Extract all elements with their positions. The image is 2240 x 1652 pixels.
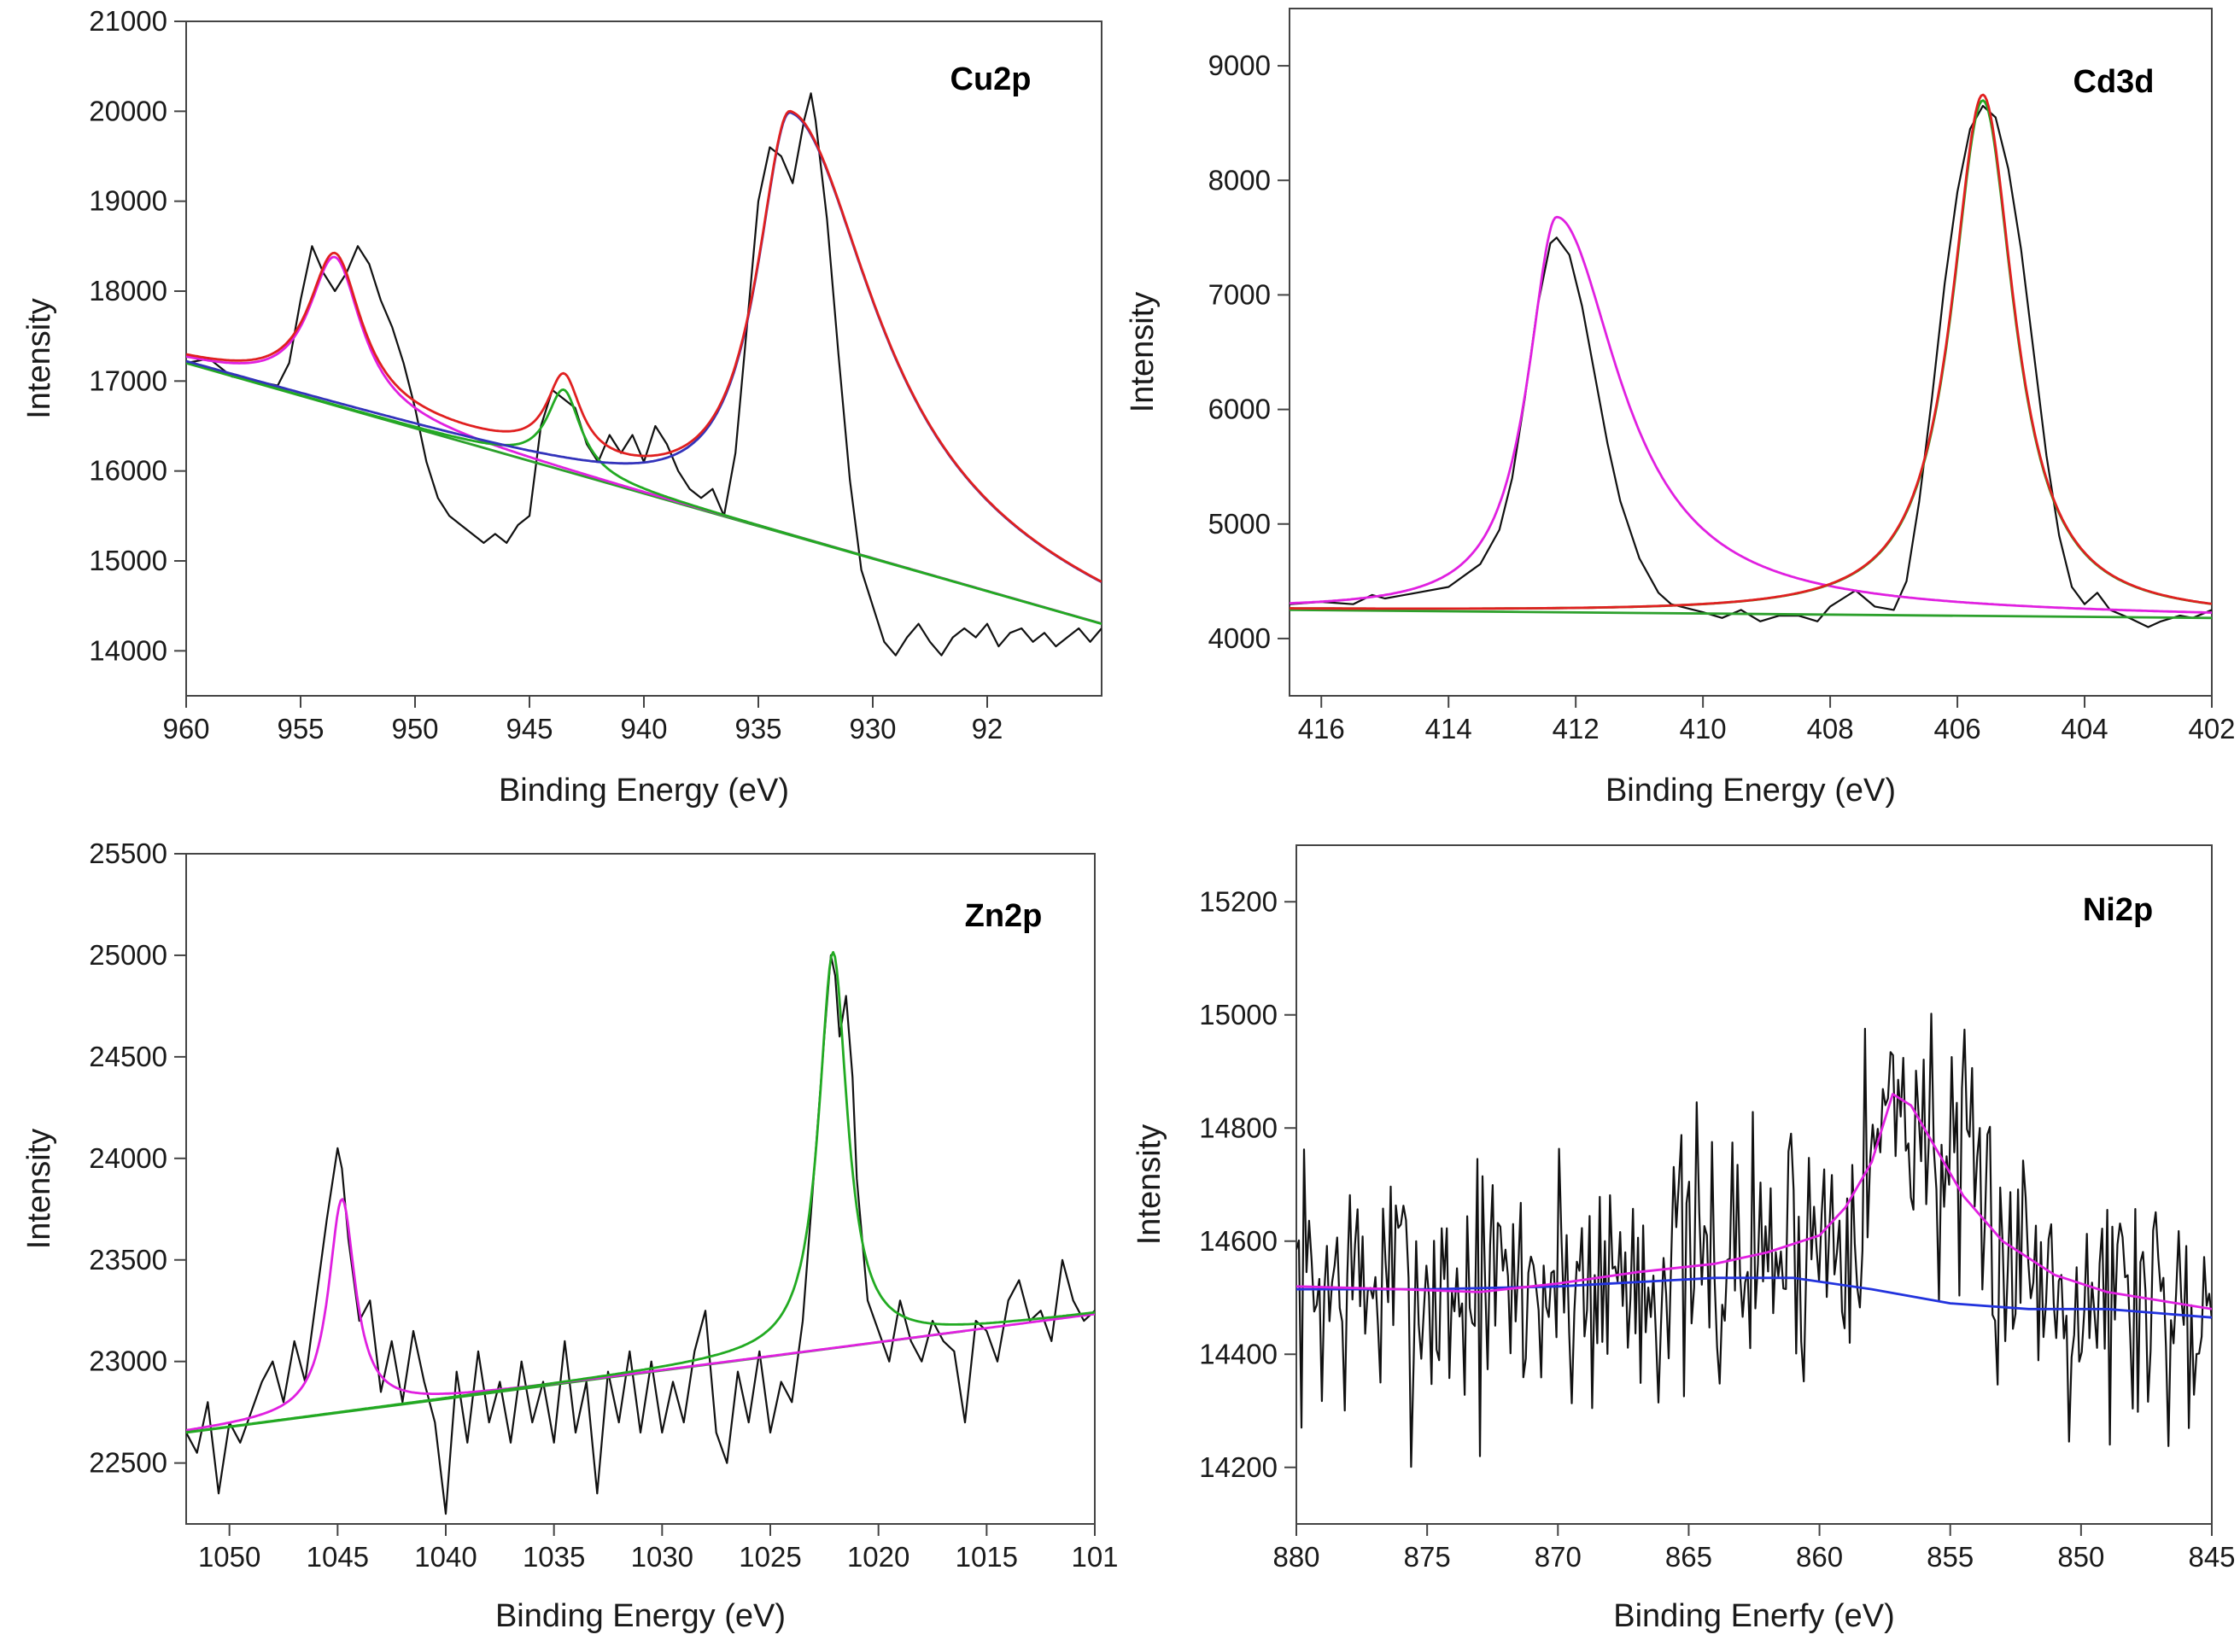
x-tick-label: 1045: [307, 1541, 369, 1573]
x-axis-label: Binding Enerfy (eV): [1613, 1598, 1895, 1634]
x-tick-label: 845: [2188, 1541, 2235, 1573]
x-tick-label: 870: [1535, 1541, 1582, 1573]
y-tick-label: 25000: [89, 939, 167, 971]
y-tick-label: 14000: [89, 634, 167, 666]
plot-frame: [1289, 8, 2213, 697]
x-tick-label: 1030: [631, 1541, 693, 1573]
x-tick-label: 1025: [739, 1541, 801, 1573]
series-line-raw-data: [1296, 1013, 2212, 1468]
x-tick-label: 412: [1553, 713, 1600, 744]
y-axis-label: Intensity: [1132, 1124, 1167, 1246]
series-line-zn2p3-2-fit: [186, 950, 1095, 1433]
x-tick-label: 92: [972, 713, 1003, 744]
x-tick-label: 414: [1425, 713, 1472, 744]
y-tick-label: 5000: [1208, 508, 1271, 540]
y-tick-label: 23000: [89, 1346, 167, 1377]
x-tick-label: 1015: [956, 1541, 1018, 1573]
y-tick-label: 16000: [89, 455, 167, 487]
series-line-raw-data: [1290, 104, 2212, 628]
y-tick-label: 17000: [89, 365, 167, 396]
y-axis-label: Intensity: [21, 1129, 57, 1250]
series-line-envelope: [1290, 93, 2212, 610]
y-tick-label: 14400: [1199, 1338, 1278, 1369]
x-tick-label: 880: [1272, 1541, 1319, 1573]
x-tick-label: 860: [1796, 1541, 1843, 1573]
y-tick-label: 19000: [89, 185, 167, 217]
panel-title: Cu2p: [950, 61, 1032, 97]
y-axis-label: Intensity: [1125, 292, 1161, 413]
x-tick-label: 945: [506, 713, 553, 744]
y-tick-label: 14800: [1199, 1112, 1278, 1143]
x-tick-label: 960: [162, 713, 209, 744]
series-line-cu2p3-2-fit: [186, 111, 1102, 584]
y-tick-label: 20000: [89, 95, 167, 126]
x-tick-label: 416: [1298, 713, 1345, 744]
plot-frame: [185, 853, 1096, 1525]
x-axis-label: Binding Energy (eV): [495, 1598, 786, 1634]
y-tick-label: 15000: [1199, 999, 1278, 1030]
series-line-raw-data: [186, 92, 1102, 657]
y-tick-label: 25500: [89, 838, 167, 869]
series-line-background: [1290, 609, 2212, 620]
y-tick-label: 7000: [1208, 278, 1271, 310]
plot-frame: [185, 20, 1102, 697]
x-tick-label: 855: [1927, 1541, 1974, 1573]
x-tick-label: 1050: [198, 1541, 260, 1573]
x-tick-label: 101: [1071, 1541, 1118, 1573]
y-axis-label: Intensity: [21, 298, 57, 419]
x-tick-label: 404: [2062, 713, 2108, 744]
x-tick-label: 402: [2188, 713, 2235, 744]
y-tick-label: 4000: [1208, 622, 1271, 654]
cd3d-panel: 416 414 412 410 408 406 404 402 4000 5000 6000 7000…: [1125, 8, 2236, 808]
y-tick-label: 14600: [1199, 1225, 1278, 1257]
y-tick-label: 15000: [89, 545, 167, 576]
series-line-zn2p1-2-fit: [186, 1198, 1095, 1432]
y-tick-label: 24500: [89, 1041, 167, 1072]
y-tick-label: 14200: [1199, 1451, 1278, 1483]
panel-title: Zn2p: [965, 898, 1043, 934]
x-tick-label: 850: [2057, 1541, 2104, 1573]
panel-title: Cd3d: [2073, 64, 2155, 100]
y-tick-label: 6000: [1208, 394, 1271, 425]
x-tick-label: 408: [1807, 713, 1854, 744]
y-tick-label: 18000: [89, 275, 167, 306]
x-tick-label: 1020: [847, 1541, 909, 1573]
x-tick-label: 935: [734, 713, 781, 744]
panel-title: Ni2p: [2083, 892, 2153, 928]
x-axis-label: Binding Energy (eV): [1605, 773, 1896, 808]
y-tick-label: 15200: [1199, 885, 1278, 917]
y-tick-label: 22500: [89, 1447, 167, 1479]
x-tick-label: 930: [849, 713, 896, 744]
y-tick-label: 8000: [1208, 164, 1271, 196]
x-tick-label: 955: [277, 713, 324, 744]
series-line-cd3d5-2-fit: [1290, 99, 2212, 610]
cu2p-panel: 960 955 950 945 940 935 930 92 14000 15000 16000 17…: [21, 5, 1102, 808]
x-tick-label: 1035: [523, 1541, 585, 1573]
plot-frame: [1295, 844, 2213, 1525]
x-tick-label: 1040: [414, 1541, 477, 1573]
x-tick-label: 875: [1404, 1541, 1451, 1573]
x-tick-label: 865: [1665, 1541, 1712, 1573]
x-tick-label: 410: [1680, 713, 1727, 744]
x-tick-label: 950: [391, 713, 438, 744]
y-tick-label: 24000: [89, 1142, 167, 1174]
series-line-ni2p-fit: [1296, 1093, 2212, 1311]
zn2p-panel: 1050 1045 1040 1035 1030 1025 1020 1015 101 22500…: [21, 838, 1119, 1634]
x-axis-label: Binding Energy (eV): [499, 773, 789, 808]
x-tick-label: 406: [1934, 713, 1981, 744]
series-line-satellite-fit: [186, 361, 1102, 625]
y-tick-label: 23500: [89, 1244, 167, 1275]
ni2p-panel: 880 875 870 865 860 855 850 845 14200 14400 14600 1…: [1132, 844, 2236, 1634]
series-line-cu2p1-2-fit: [186, 255, 1102, 625]
y-tick-label: 21000: [89, 5, 167, 37]
series-line-envelope: [186, 109, 1102, 583]
series-line-cd3d3-2-fit: [1290, 215, 2212, 614]
y-tick-label: 9000: [1208, 50, 1271, 81]
x-tick-label: 940: [620, 713, 667, 744]
series-line-raw-data: [186, 954, 1095, 1515]
